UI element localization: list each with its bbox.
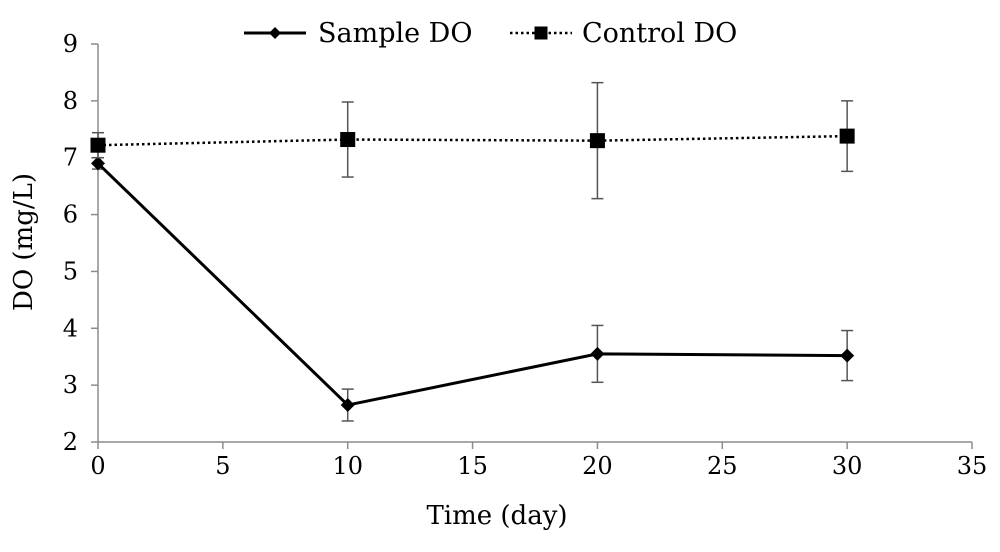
legend-label: Control DO bbox=[582, 18, 737, 49]
x-tick-label: 25 bbox=[707, 452, 738, 480]
x-tick-label: 20 bbox=[582, 452, 613, 480]
data-point bbox=[91, 156, 105, 171]
legend-marker bbox=[534, 26, 548, 40]
y-tick-label: 2 bbox=[63, 428, 78, 456]
x-axis-title: Time (day) bbox=[426, 501, 567, 531]
legend: Sample DO Control DO bbox=[244, 18, 737, 49]
legend-item-control: Control DO bbox=[510, 18, 737, 49]
series-sample bbox=[91, 156, 855, 422]
y-axis-title: DO (mg/L) bbox=[9, 173, 39, 311]
y-tick-label: 9 bbox=[63, 30, 78, 58]
data-point bbox=[90, 137, 106, 153]
y-tick-label: 8 bbox=[63, 87, 78, 115]
x-tick-label: 35 bbox=[957, 452, 988, 480]
data-point bbox=[589, 133, 605, 149]
series-layer bbox=[90, 81, 855, 422]
y-tick-label: 6 bbox=[63, 201, 78, 229]
data-point bbox=[839, 128, 855, 144]
y-tick-label: 5 bbox=[63, 257, 78, 285]
legend-label: Sample DO bbox=[318, 18, 472, 49]
legend-marker bbox=[269, 27, 281, 39]
series-line bbox=[97, 134, 848, 147]
x-tick-label: 10 bbox=[332, 452, 363, 480]
series-control bbox=[90, 81, 855, 200]
data-point bbox=[340, 398, 355, 413]
x-tick-label: 0 bbox=[90, 452, 105, 480]
data-point bbox=[590, 346, 605, 361]
legend-item-sample: Sample DO bbox=[244, 18, 472, 49]
y-tick-label: 4 bbox=[63, 314, 78, 342]
data-point bbox=[840, 348, 855, 363]
x-tick-label: 30 bbox=[832, 452, 863, 480]
x-tick-label: 5 bbox=[215, 452, 230, 480]
data-point bbox=[340, 132, 356, 148]
tick-labels: 2 3 4 5 6 7 8 9 0 5 10 15 20 25 30 35 bbox=[63, 30, 988, 480]
y-tick-label: 7 bbox=[63, 144, 78, 172]
axes bbox=[91, 43, 973, 449]
series-line bbox=[96, 162, 848, 407]
x-tick-label: 15 bbox=[457, 452, 488, 480]
y-tick-label: 3 bbox=[63, 371, 78, 399]
